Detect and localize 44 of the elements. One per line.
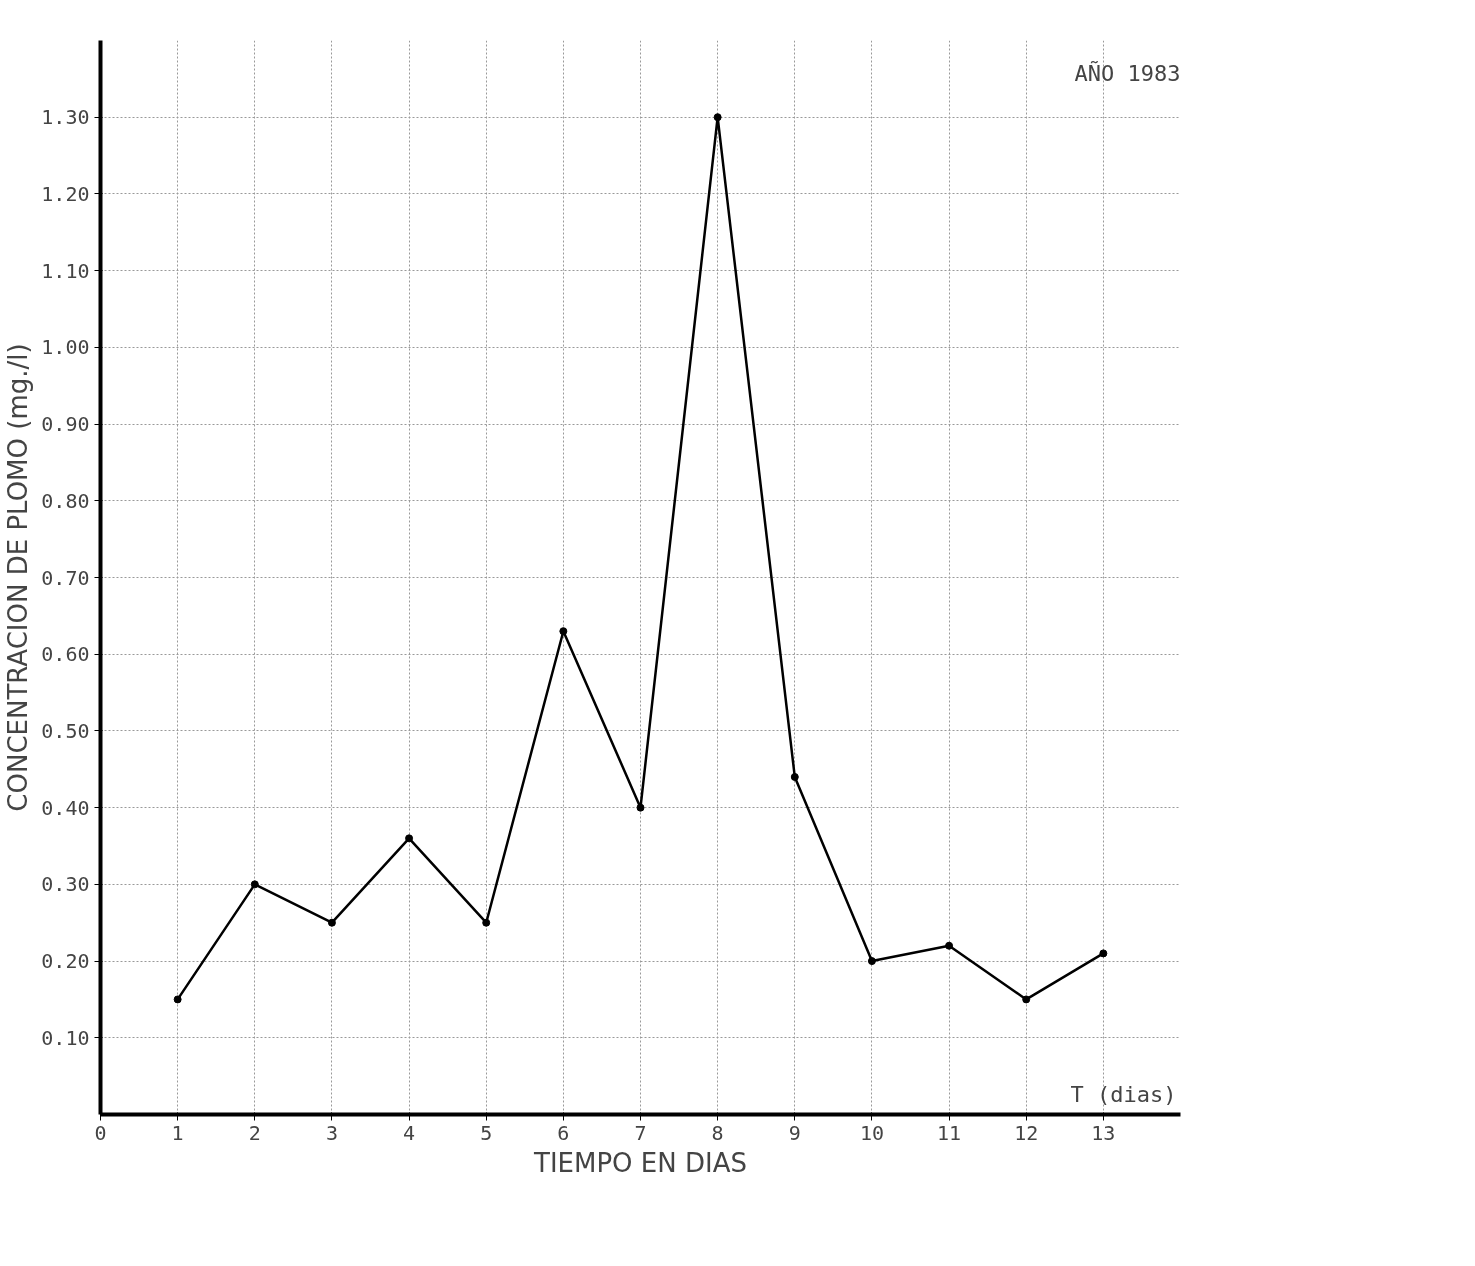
x-tick-label: 13	[1091, 1120, 1116, 1145]
x-tick-label: 11	[937, 1120, 962, 1145]
point	[482, 918, 491, 927]
point	[867, 957, 876, 966]
x-tick-label: 7	[634, 1120, 647, 1145]
x-tick-label: 5	[480, 1120, 493, 1145]
y-tick-label: 0.40	[41, 795, 90, 820]
y-tick-label: 1.10	[41, 258, 90, 283]
x-tick-label: 0	[94, 1120, 107, 1145]
point	[559, 627, 568, 636]
point	[945, 941, 954, 950]
point	[327, 918, 336, 927]
y-tick-label: 0.90	[41, 412, 90, 437]
point	[405, 834, 414, 843]
annotation: AÑO 1983	[1074, 59, 1181, 86]
y-tick-label: 1.20	[41, 181, 90, 206]
y-tick-label: 0.50	[41, 718, 90, 743]
point	[173, 995, 182, 1004]
x-tick-label: 1	[171, 1120, 184, 1145]
point	[636, 803, 645, 812]
x-tick-label: 6	[557, 1120, 570, 1145]
x-tick-label: 9	[788, 1120, 801, 1145]
point	[790, 772, 799, 781]
y-tick-label: 0.60	[41, 642, 90, 667]
point	[713, 113, 722, 122]
x-tick-label: 4	[403, 1120, 416, 1145]
y-tick-label: 0.70	[41, 565, 90, 590]
x-tick-label: 12	[1014, 1120, 1039, 1145]
point	[1022, 995, 1031, 1004]
point	[1099, 949, 1108, 958]
y-tick-label: 1.30	[41, 105, 90, 130]
annotation: T (dias)	[1070, 1081, 1177, 1107]
y-tick-label: 0.80	[41, 488, 90, 513]
y-tick-label: 0.10	[41, 1025, 90, 1050]
y-axis-title: CONCENTRACION DE PLOMO (mg./l)	[3, 343, 34, 812]
y-tick-label: 0.20	[41, 949, 90, 974]
y-tick-label: 0.30	[41, 872, 90, 897]
x-tick-label: 2	[248, 1120, 261, 1145]
x-axis-title: TIEMPO EN DIAS	[533, 1147, 747, 1178]
y-tick-label: 1.00	[41, 335, 90, 360]
point	[250, 880, 259, 889]
x-tick-label: 8	[711, 1120, 724, 1145]
x-tick-label: 3	[325, 1120, 338, 1145]
x-tick-label: 10	[859, 1120, 884, 1145]
